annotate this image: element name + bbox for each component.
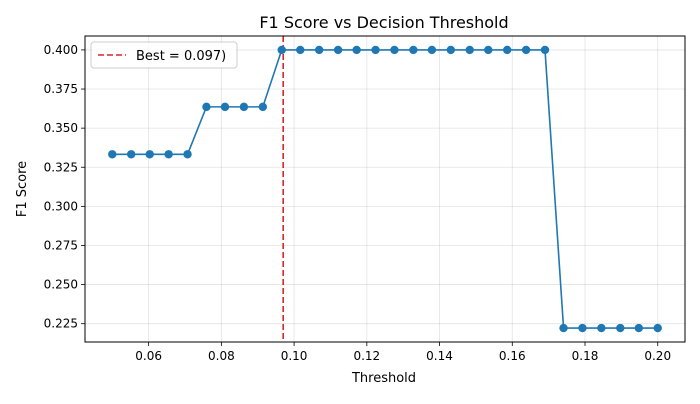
y-tick-label: 0.325: [44, 160, 78, 174]
y-tick-label: 0.375: [44, 82, 78, 96]
y-tick-label: 0.225: [44, 317, 78, 331]
data-point: [202, 102, 211, 112]
data-point: [427, 45, 437, 55]
y-axis-label: F1 Score: [15, 161, 30, 217]
data-point: [108, 150, 117, 159]
x-tick-label: 0.20: [644, 349, 671, 363]
legend: Best = 0.097): [90, 41, 238, 69]
x-axis-ticks: 0.06 0.08 0.10 0.12 0.14 0.16 0.18 0.20: [135, 342, 671, 363]
x-tick-label: 0.10: [281, 349, 308, 363]
legend-box: [90, 41, 238, 69]
data-point: [521, 45, 531, 55]
x-tick-label: 0.08: [208, 349, 235, 363]
data-point: [145, 150, 154, 159]
x-axis-label: Threshold: [351, 371, 416, 386]
data-point: [540, 45, 550, 55]
x-tick-label: 0.16: [499, 349, 526, 363]
data-point: [409, 45, 418, 55]
data-point: [333, 45, 343, 55]
data-point: [126, 150, 136, 159]
data-point: [446, 45, 456, 55]
series-layer: [108, 45, 662, 333]
data-point: [296, 45, 305, 55]
x-tick-label: 0.14: [426, 349, 453, 363]
data-point: [597, 323, 606, 333]
chart-title: F1 Score vs Decision Threshold: [259, 13, 508, 32]
f1-series-line: [112, 49, 658, 329]
y-tick-label: 0.275: [44, 238, 78, 252]
data-point: [616, 323, 625, 333]
data-point: [220, 102, 230, 112]
y-tick-label: 0.400: [44, 43, 78, 57]
data-point: [371, 45, 380, 55]
x-tick-label: 0.18: [572, 349, 599, 363]
legend-label: Best = 0.097): [136, 49, 226, 64]
y-tick-label: 0.250: [44, 278, 78, 292]
data-point: [578, 323, 587, 333]
data-point: [653, 323, 662, 333]
data-point: [239, 102, 249, 112]
x-tick-label: 0.06: [135, 349, 162, 363]
plot-frame: [84, 35, 686, 343]
data-point: [314, 45, 324, 55]
data-point: [634, 323, 644, 333]
y-tick-label: 0.350: [44, 121, 78, 135]
data-point: [352, 45, 361, 55]
data-point: [390, 45, 399, 55]
data-point: [559, 323, 568, 333]
y-tick-label: 0.300: [44, 199, 78, 213]
data-point: [164, 150, 173, 159]
x-tick-label: 0.12: [353, 349, 380, 363]
data-point: [465, 45, 474, 55]
data-point: [258, 102, 268, 112]
data-point: [277, 45, 286, 55]
data-point: [484, 45, 493, 55]
grid-layer: [85, 36, 685, 342]
data-point: [183, 150, 192, 159]
y-axis-ticks: 0.225 0.250 0.275 0.300 0.325 0.350 0.375 0.400: [44, 43, 85, 331]
data-point: [502, 45, 512, 55]
